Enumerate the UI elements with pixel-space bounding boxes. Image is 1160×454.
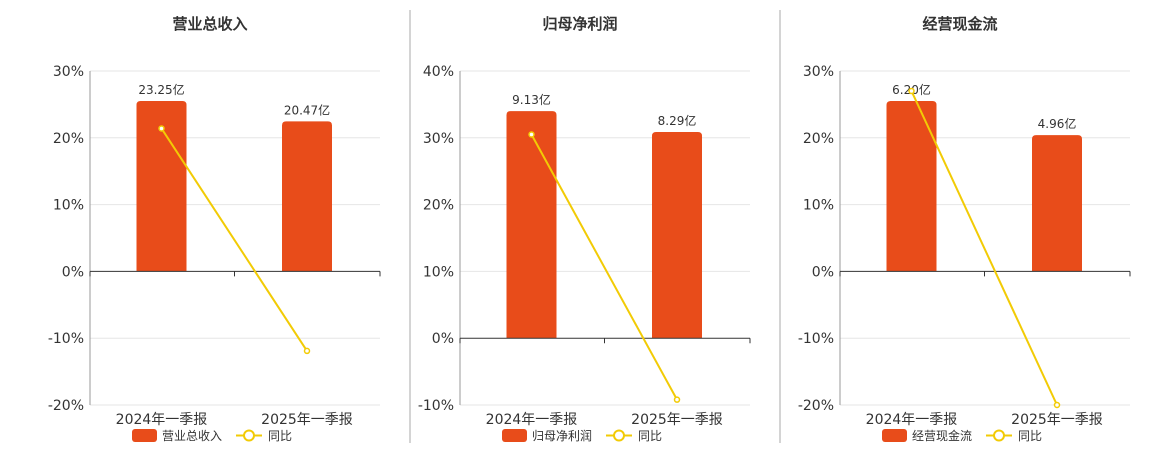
legend-bar-label: 归母净利润 (532, 429, 592, 443)
legend-bar-label: 经营现金流 (912, 428, 972, 443)
yoy-point (1053, 401, 1061, 409)
bar (136, 101, 187, 272)
category-label: 2025年一季报 (1011, 412, 1103, 428)
y-tick-label: 20% (53, 131, 84, 147)
yoy-point (303, 347, 311, 355)
bar-data-label: 23.25亿 (138, 82, 184, 97)
y-tick-label: 40% (423, 64, 454, 80)
bar-data-label: 20.47亿 (284, 102, 330, 117)
bar-data-label: 9.13亿 (512, 92, 551, 107)
y-tick-label: 20% (803, 131, 834, 147)
legend-bar-label: 营业总收入 (162, 429, 222, 443)
chart-title: 营业总收入 (172, 15, 247, 33)
y-tick-label: 10% (53, 198, 84, 214)
bar-data-label: 4.96亿 (1038, 116, 1077, 131)
bar (506, 111, 557, 339)
legend-line-label: 同比 (1018, 429, 1042, 443)
category-label: 2025年一季报 (261, 412, 353, 428)
legend-bar-swatch (502, 429, 527, 442)
y-tick-label: -20% (48, 398, 84, 414)
category-label: 2025年一季报 (631, 412, 723, 428)
bar (282, 121, 332, 272)
y-tick-label: -10% (48, 331, 84, 347)
legend-line-marker (993, 429, 1005, 442)
category-label: 2024年一季报 (866, 412, 958, 428)
y-tick-label: 30% (423, 131, 454, 147)
yoy-point (908, 87, 915, 95)
category-label: 2024年一季报 (486, 412, 578, 428)
yoy-line (910, 90, 1058, 406)
legend-line-marker (243, 429, 255, 442)
bar-data-label: 8.29亿 (658, 113, 697, 128)
yoy-line (160, 127, 308, 352)
bar (652, 131, 702, 339)
legend-line-label: 同比 (638, 429, 662, 443)
yoy-line (530, 133, 678, 401)
chart-title: 归母净利润 (542, 15, 617, 33)
y-tick-label: 30% (803, 64, 834, 80)
bar (886, 101, 937, 272)
yoy-point (673, 396, 681, 403)
category-label: 2024年一季报 (116, 412, 208, 428)
legend-line-label: 同比 (268, 429, 292, 443)
legend-bar-swatch (132, 429, 157, 442)
y-tick-label: 10% (803, 198, 834, 214)
y-tick-label: 30% (53, 64, 84, 80)
yoy-point (158, 125, 165, 132)
legend-bar-swatch (882, 429, 907, 442)
y-tick-label: 10% (423, 264, 454, 280)
y-tick-label: 0% (812, 264, 834, 280)
y-tick-label: 20% (423, 198, 454, 214)
y-tick-label: -10% (798, 331, 834, 347)
y-tick-label: -20% (798, 398, 834, 414)
y-tick-label: -10% (418, 398, 454, 414)
y-tick-label: 0% (432, 331, 454, 347)
y-tick-label: 0% (62, 264, 84, 280)
legend-line-marker (613, 429, 625, 442)
yoy-point (528, 131, 535, 138)
chart-title: 经营现金流 (922, 15, 997, 33)
bar (1032, 135, 1082, 272)
